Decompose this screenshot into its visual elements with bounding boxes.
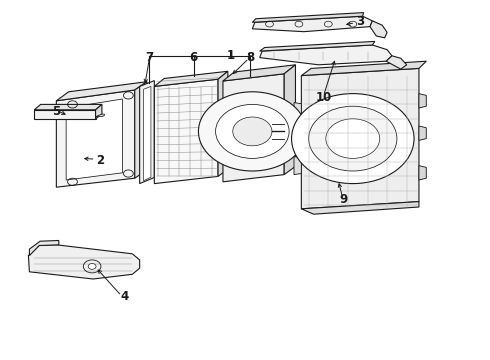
Polygon shape [252, 16, 372, 32]
Circle shape [326, 119, 380, 158]
Polygon shape [419, 166, 426, 180]
Circle shape [88, 264, 96, 269]
Circle shape [233, 117, 272, 146]
Text: 3: 3 [356, 15, 364, 28]
Polygon shape [284, 65, 295, 175]
Polygon shape [66, 99, 122, 180]
Text: 1: 1 [226, 49, 234, 62]
Polygon shape [154, 79, 218, 184]
Polygon shape [56, 82, 147, 101]
Polygon shape [419, 94, 426, 108]
Polygon shape [301, 68, 419, 209]
Text: 6: 6 [190, 51, 197, 64]
Polygon shape [260, 45, 392, 65]
Text: 9: 9 [339, 193, 347, 206]
Polygon shape [144, 86, 151, 181]
Polygon shape [252, 13, 364, 22]
Polygon shape [96, 104, 102, 119]
Polygon shape [301, 202, 419, 214]
Polygon shape [301, 61, 426, 76]
Circle shape [292, 94, 414, 184]
Circle shape [198, 92, 306, 171]
Polygon shape [34, 110, 96, 119]
Polygon shape [294, 157, 301, 175]
Polygon shape [140, 81, 154, 184]
Polygon shape [218, 71, 228, 176]
Polygon shape [294, 103, 301, 121]
Polygon shape [135, 82, 147, 178]
Polygon shape [34, 104, 102, 110]
Polygon shape [96, 114, 104, 117]
Polygon shape [154, 71, 228, 86]
Polygon shape [29, 240, 59, 256]
Polygon shape [223, 74, 284, 182]
Polygon shape [28, 245, 140, 279]
Text: 4: 4 [121, 291, 129, 303]
Circle shape [216, 104, 289, 158]
Polygon shape [370, 21, 387, 38]
Circle shape [309, 106, 397, 171]
Polygon shape [386, 56, 407, 69]
Polygon shape [223, 65, 295, 81]
Text: 2: 2 [97, 154, 104, 167]
Polygon shape [56, 90, 135, 187]
Text: 8: 8 [246, 51, 254, 64]
Text: 5: 5 [52, 105, 60, 118]
Text: 10: 10 [315, 91, 332, 104]
Text: 7: 7 [146, 51, 153, 64]
Polygon shape [419, 126, 426, 140]
Polygon shape [260, 41, 375, 51]
